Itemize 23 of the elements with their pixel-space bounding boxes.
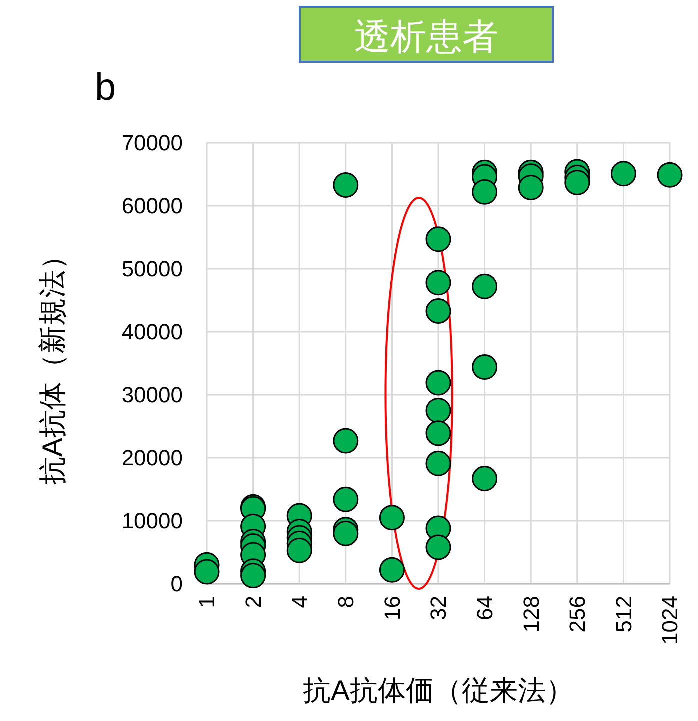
y-tick-label: 60000 <box>122 194 183 219</box>
x-tick-label: 256 <box>565 596 590 633</box>
x-tick-label: 512 <box>611 596 636 633</box>
x-tick-label: 2 <box>241 596 266 608</box>
x-tick-label: 128 <box>518 596 544 633</box>
chart-title: 透析患者 <box>354 16 498 57</box>
y-axis-title: 抗A抗体（新規法） <box>36 242 68 485</box>
y-tick-label: 40000 <box>122 320 183 345</box>
y-tick-label: 10000 <box>122 508 183 534</box>
y-tick-label: 70000 <box>122 130 183 156</box>
text: b <box>95 67 116 109</box>
x-tick-label: 16 <box>380 596 405 620</box>
x-tick-label: 32 <box>426 596 452 620</box>
x-tick-label: 64 <box>472 596 498 620</box>
y-tick-label: 20000 <box>122 446 183 471</box>
y-tick-label: 0 <box>170 572 183 597</box>
x-tick-label: 8 <box>334 596 359 608</box>
x-tick-label: 4 <box>287 596 312 608</box>
x-tick-label: 1024 <box>658 596 683 645</box>
y-tick-label: 30000 <box>122 382 183 408</box>
x-tick-label: 1 <box>194 596 220 608</box>
x-axis-title: 抗A抗体価（従来法） <box>303 675 574 706</box>
y-tick-label: 50000 <box>122 256 183 282</box>
